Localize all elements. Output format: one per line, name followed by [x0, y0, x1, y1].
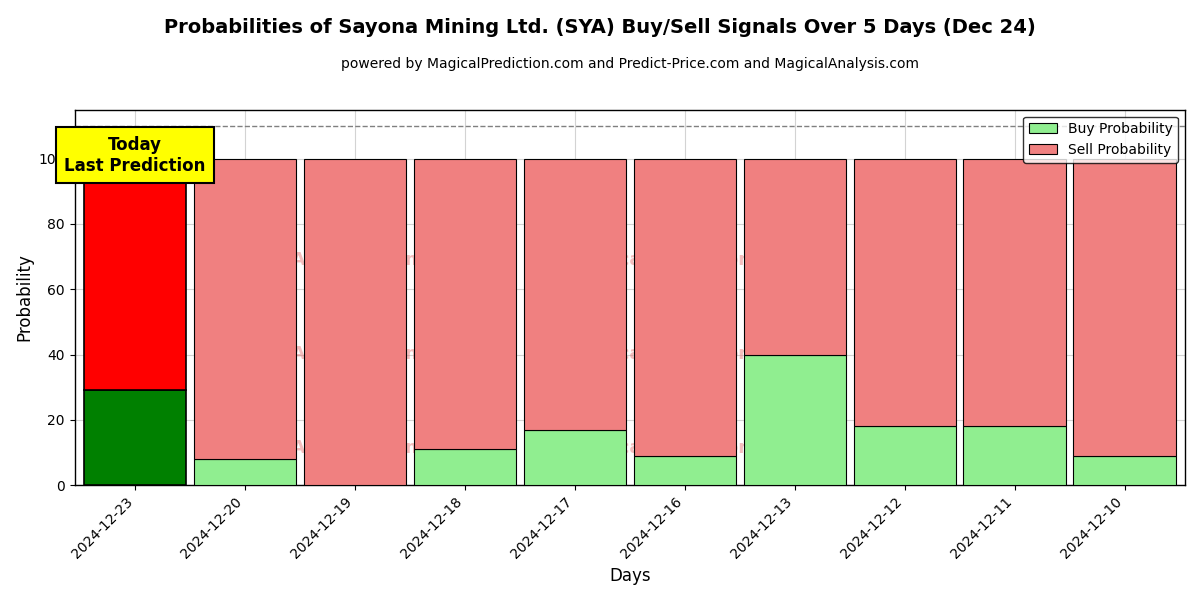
Text: MagicalPrediction.com: MagicalPrediction.com — [570, 345, 800, 363]
Bar — [853, 427, 955, 485]
Bar — [744, 158, 846, 355]
Bar — [964, 158, 1066, 427]
Title: powered by MagicalPrediction.com and Predict-Price.com and MagicalAnalysis.com: powered by MagicalPrediction.com and Pre… — [341, 57, 919, 71]
Text: MagicalAnalysis.com: MagicalAnalysis.com — [214, 251, 424, 269]
Bar — [84, 391, 186, 485]
Bar — [634, 456, 736, 485]
Bar — [84, 158, 186, 391]
Bar — [414, 158, 516, 449]
Bar — [964, 427, 1066, 485]
Legend: Buy Probability, Sell Probability: Buy Probability, Sell Probability — [1024, 116, 1178, 163]
Bar — [194, 459, 296, 485]
Bar — [304, 158, 406, 485]
Bar — [523, 430, 626, 485]
Bar — [853, 158, 955, 427]
Bar — [634, 158, 736, 456]
X-axis label: Days: Days — [610, 567, 650, 585]
Bar — [523, 158, 626, 430]
Text: Today
Last Prediction: Today Last Prediction — [65, 136, 206, 175]
Bar — [1074, 456, 1176, 485]
Y-axis label: Probability: Probability — [16, 253, 34, 341]
Text: MagicalAnalysis.com: MagicalAnalysis.com — [214, 345, 424, 363]
Text: Probabilities of Sayona Mining Ltd. (SYA) Buy/Sell Signals Over 5 Days (Dec 24): Probabilities of Sayona Mining Ltd. (SYA… — [164, 18, 1036, 37]
Bar — [414, 449, 516, 485]
Text: MagicalAnalysis.com: MagicalAnalysis.com — [214, 439, 424, 457]
Bar — [1074, 158, 1176, 456]
Bar — [194, 158, 296, 459]
Bar — [744, 355, 846, 485]
Text: MagicalPrediction.com: MagicalPrediction.com — [570, 251, 800, 269]
Text: MagicalPrediction.com: MagicalPrediction.com — [570, 439, 800, 457]
